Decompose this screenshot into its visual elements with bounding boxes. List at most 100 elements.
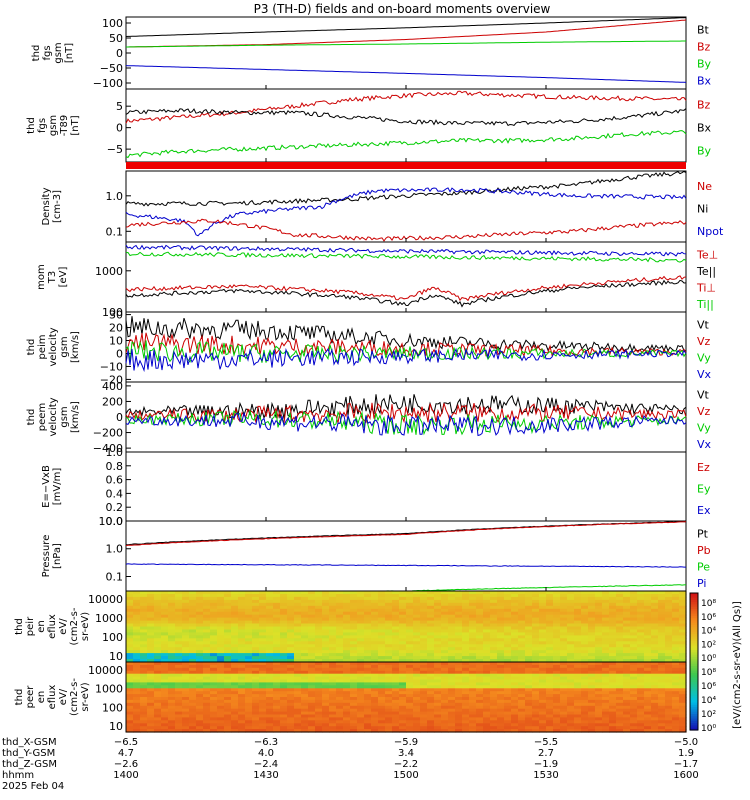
legend-label: Te|| xyxy=(696,265,716,278)
spectrogram-cell xyxy=(567,591,575,595)
spectrogram-cell xyxy=(301,608,309,613)
spectrogram-cell xyxy=(665,611,673,616)
spectrogram-cell xyxy=(539,667,547,672)
spectrogram-cell xyxy=(273,705,281,710)
spectrogram-cell xyxy=(574,641,582,645)
spectrogram-cell xyxy=(147,620,155,625)
spectrogram-cell xyxy=(280,608,288,613)
spectrogram-cell xyxy=(357,676,365,681)
spectrogram-cell xyxy=(189,717,197,721)
spectrogram-cell xyxy=(154,647,162,651)
spectrogram-cell xyxy=(315,691,323,695)
spectrogram-cell xyxy=(133,644,141,648)
spectrogram-cell xyxy=(539,699,547,704)
spectrogram-cell xyxy=(203,650,211,654)
spectrogram-cell xyxy=(126,594,134,598)
spectrogram-cell xyxy=(462,667,470,672)
spectrogram-cell xyxy=(294,635,302,639)
spectrogram-cell xyxy=(581,723,589,727)
spectrogram-cell xyxy=(560,714,568,718)
spectrogram-cell xyxy=(469,626,477,631)
spectrogram-cell xyxy=(602,602,610,607)
spectrogram-cell xyxy=(546,623,554,628)
spectrogram-cell xyxy=(546,691,554,695)
spectrogram-cell xyxy=(602,682,610,686)
spectrogram-cell xyxy=(427,641,435,645)
spectrogram-cell xyxy=(182,688,190,692)
spectrogram-cell xyxy=(294,694,302,698)
spectrogram-cell xyxy=(287,708,295,713)
spectrogram-cell xyxy=(231,605,239,610)
spectrogram-cell xyxy=(490,699,498,704)
spectrogram-cell xyxy=(420,702,428,707)
spectrogram-cell xyxy=(672,632,680,636)
spectrogram-cell xyxy=(168,720,176,724)
spectrogram-cell xyxy=(161,608,169,613)
spectrogram-cell xyxy=(259,726,267,730)
spectrogram-cell xyxy=(518,594,526,598)
spectrogram-cell xyxy=(154,714,162,718)
spectrogram-cell xyxy=(483,599,491,604)
colorbar-tick-label: 10⁰ xyxy=(701,654,716,664)
spectrogram-cell xyxy=(497,599,505,604)
spectrogram-cell xyxy=(637,673,645,678)
spectrogram-cell xyxy=(462,605,470,610)
spectrogram-cell xyxy=(154,614,162,619)
spectrogram-cell xyxy=(245,638,253,642)
spectrogram-cell xyxy=(364,717,372,721)
spectrogram-cell xyxy=(595,638,603,642)
spectrogram-cell xyxy=(378,623,386,628)
spectrogram-cell xyxy=(182,650,190,654)
spectrogram-cell xyxy=(553,632,561,636)
spectrogram-cell xyxy=(567,702,575,707)
y-axis-label: [nT] xyxy=(64,43,75,63)
spectrogram-cell xyxy=(532,638,540,642)
spectrogram-cell xyxy=(525,717,533,721)
spectrogram-cell xyxy=(266,626,274,631)
spectrogram-cell xyxy=(469,697,477,701)
spectrogram-cell xyxy=(532,664,540,669)
spectrogram-cell xyxy=(462,717,470,721)
spectrogram-cell xyxy=(315,599,323,604)
spectrogram-cell xyxy=(364,644,372,648)
spectrogram-cell xyxy=(126,635,134,639)
spectrogram-cell xyxy=(637,717,645,721)
spectrogram-cell xyxy=(483,679,491,683)
spectrogram-cell xyxy=(504,656,512,660)
spectrogram-cell xyxy=(595,705,603,710)
spectrogram-cell xyxy=(623,602,631,607)
spectrogram-cell xyxy=(161,644,169,648)
y-tick-label: 100 xyxy=(102,701,123,714)
spectrogram-cell xyxy=(385,691,393,695)
spectrogram-cell xyxy=(469,620,477,625)
spectrogram-cell xyxy=(343,705,351,710)
spectrogram-cell xyxy=(518,679,526,683)
spectrogram-cell xyxy=(609,729,617,733)
spectrogram-cell xyxy=(147,638,155,642)
spectrogram-cell xyxy=(630,688,638,692)
spectrogram-cell xyxy=(448,641,456,645)
spectrogram-cell xyxy=(161,720,169,724)
spectrogram-cell xyxy=(140,656,148,660)
spectrogram-cell xyxy=(364,723,372,727)
spectrogram-cell xyxy=(462,679,470,683)
spectrogram-cell xyxy=(546,726,554,730)
spectrogram-cell xyxy=(658,729,666,733)
spectrogram-cell xyxy=(497,670,505,675)
spectrogram-cell xyxy=(245,670,253,675)
spectrogram-cell xyxy=(238,623,246,628)
spectrogram-cell xyxy=(588,602,596,607)
spectrogram-cell xyxy=(315,635,323,639)
spectrogram-cell xyxy=(497,596,505,601)
spectrogram-cell xyxy=(161,602,169,607)
spectrogram-cell xyxy=(217,705,225,710)
spectrogram-cell xyxy=(434,697,442,701)
spectrogram-cell xyxy=(441,626,449,631)
spectrogram-cell xyxy=(539,602,547,607)
spectrogram-cell xyxy=(161,682,169,686)
spectrogram-cell xyxy=(161,667,169,672)
spectrogram-cell xyxy=(280,602,288,607)
spectrogram-cell xyxy=(539,726,547,730)
spectrogram-cell xyxy=(161,726,169,730)
y-axis-label: en xyxy=(36,620,47,633)
